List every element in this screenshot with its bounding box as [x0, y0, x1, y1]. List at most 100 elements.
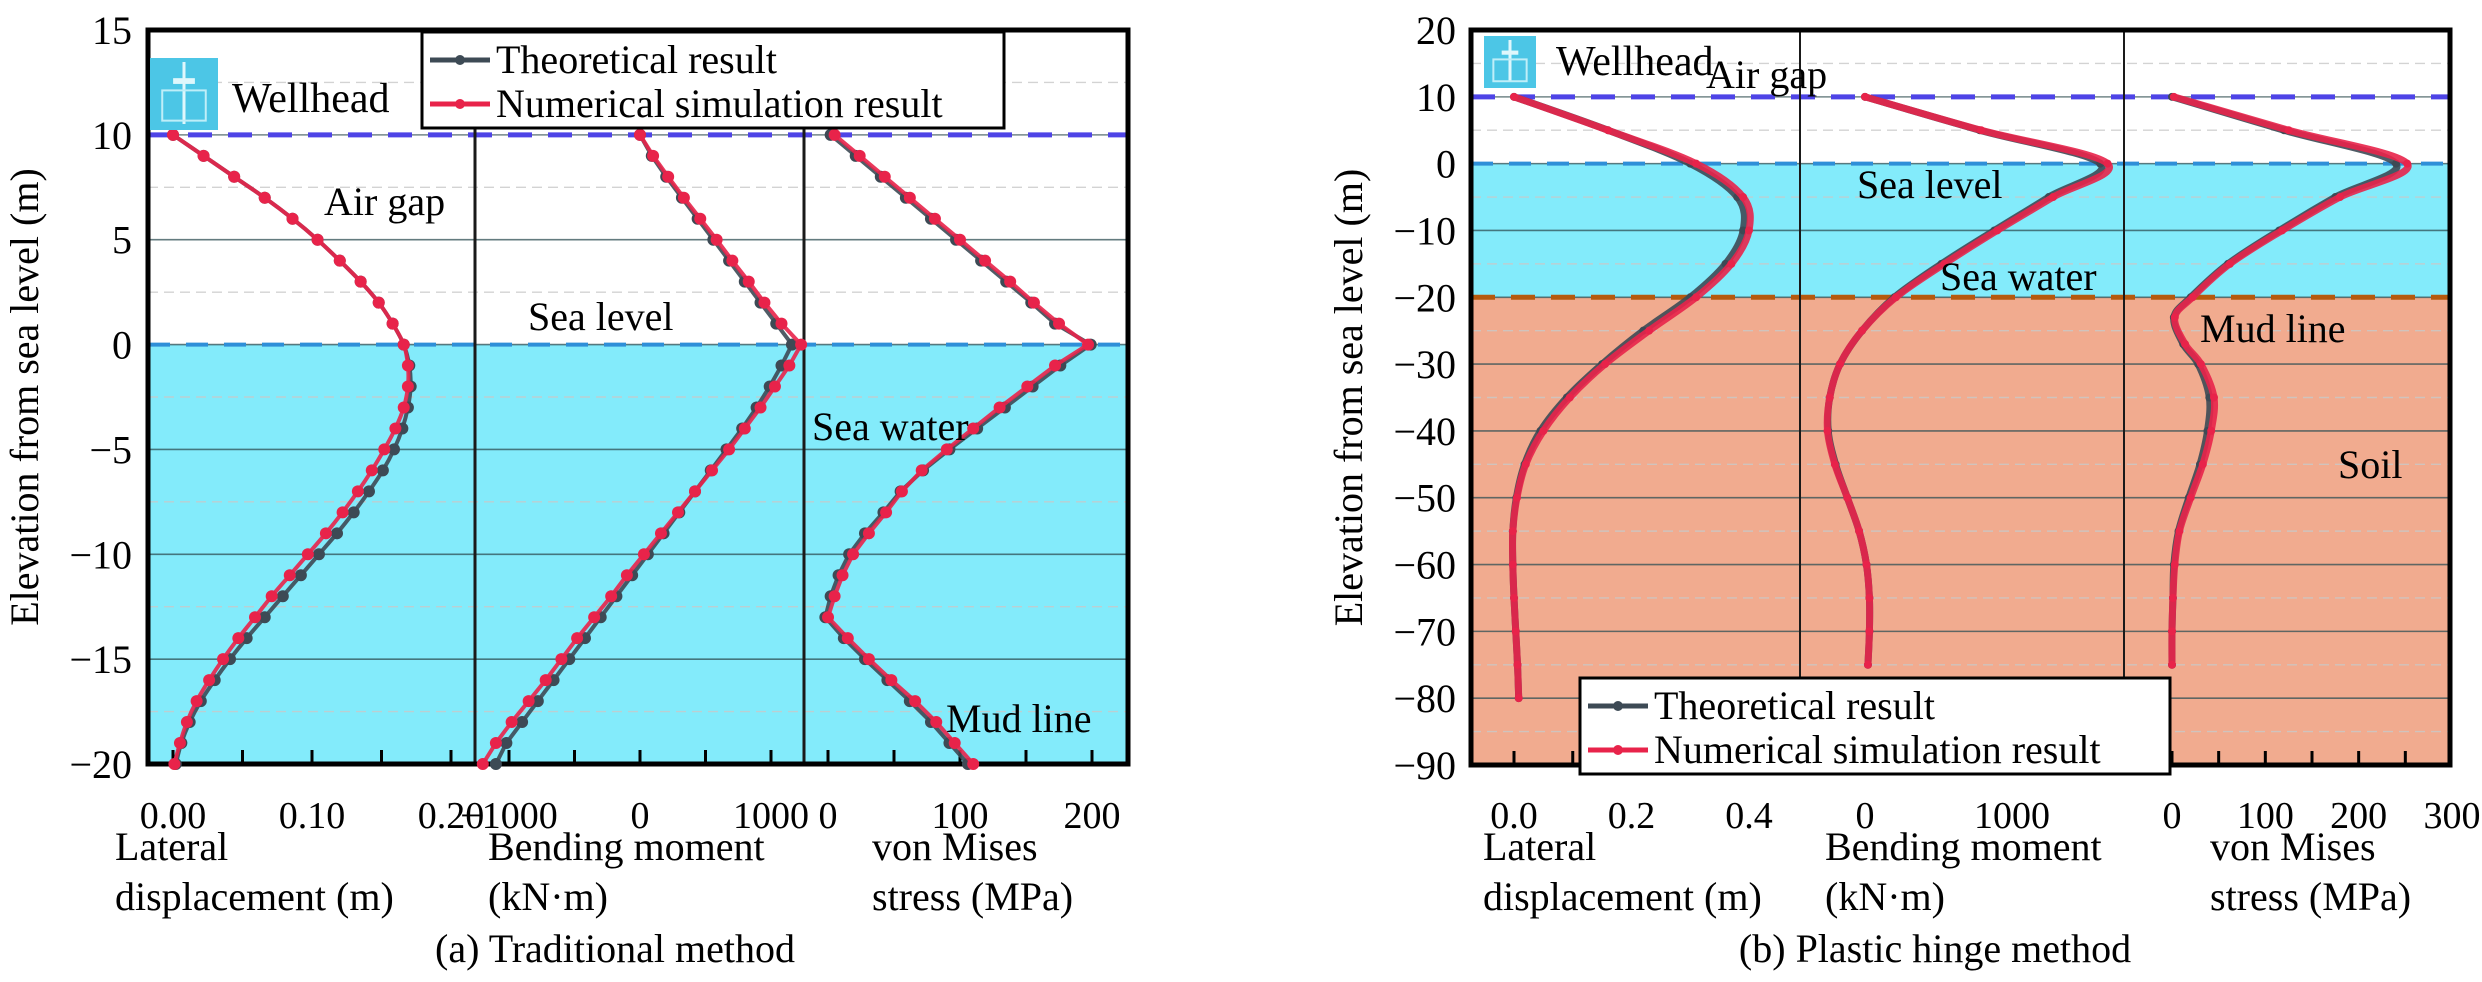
legend-marker	[455, 55, 465, 65]
data-point-numerical	[378, 443, 391, 456]
data-point-numerical	[768, 380, 781, 393]
y-tick-label: −15	[69, 637, 132, 682]
data-point-numerical	[967, 422, 980, 435]
data-point-numerical	[783, 359, 796, 372]
data-point-numerical	[476, 758, 489, 770]
data-point-numerical	[862, 527, 875, 540]
data-point-theoretical	[388, 443, 401, 456]
x-tick-label: 100	[2237, 795, 2294, 837]
plot-frame	[145, 27, 1131, 767]
x-axis-label-line2: stress (MPa)	[872, 874, 1073, 919]
data-point-numerical	[1836, 360, 1845, 369]
data-point-numerical	[909, 695, 922, 708]
panel-b: 20100−10−20−30−40−50−60−70−80−90Elevatio…	[1326, 8, 2481, 971]
y-tick-label: −5	[89, 427, 132, 472]
data-point-numerical	[1511, 627, 1520, 636]
legend-marker	[1613, 701, 1623, 711]
data-point-theoretical	[312, 548, 325, 561]
y-axis-title: Elevation from sea level (m)	[2, 168, 47, 626]
data-point-numerical	[1645, 326, 1654, 335]
data-point-numerical	[940, 443, 953, 456]
data-point-numerical	[1863, 660, 1872, 669]
data-point-numerical	[967, 758, 980, 770]
data-point-numerical	[168, 758, 181, 770]
data-point-theoretical	[294, 569, 307, 582]
data-point-numerical	[1862, 560, 1871, 569]
y-tick-label: 0	[1436, 142, 1456, 187]
data-point-numerical	[775, 317, 788, 330]
y-tick-label: −50	[1393, 476, 1456, 521]
x-axis-label-line2: (kN·m)	[488, 874, 608, 919]
x-axis-label-line1: Lateral	[115, 824, 228, 869]
y-tick-label: 15	[92, 8, 132, 53]
legend-label: Numerical simulation result	[1654, 727, 2101, 772]
data-point-numerical	[489, 737, 502, 750]
y-tick-label: −60	[1393, 543, 1456, 588]
data-point-numerical	[2284, 126, 2293, 135]
data-point-numerical	[885, 674, 898, 687]
data-point-numerical	[217, 653, 230, 666]
y-axis-title: Elevation from sea level (m)	[1326, 169, 1371, 627]
data-point-numerical	[203, 674, 216, 687]
y-tick-label: −20	[69, 742, 132, 787]
data-point-numerical	[828, 590, 841, 603]
data-point-numerical	[2168, 593, 2177, 602]
data-point-numerical	[723, 443, 736, 456]
data-point-numerical	[1053, 317, 1065, 330]
data-point-numerical	[2168, 627, 2176, 636]
data-point-numerical	[1512, 493, 1521, 502]
data-point-numerical	[634, 128, 646, 141]
y-tick-label: −30	[1393, 342, 1456, 387]
y-tick-label: −90	[1393, 743, 1456, 788]
data-point-theoretical	[516, 716, 529, 729]
data-point-numerical	[847, 548, 860, 561]
data-point-numerical	[354, 275, 367, 288]
data-point-numerical	[930, 716, 943, 729]
data-point-theoretical	[331, 527, 344, 540]
y-tick-label: −20	[1393, 275, 1456, 320]
annotation-mud-line: Mud line	[2200, 306, 2346, 351]
panel-caption: (a) Traditional method	[435, 926, 795, 971]
data-point-numerical	[836, 569, 849, 582]
x-tick-label: 0.0	[1490, 795, 1538, 837]
wellhead-icon	[1484, 36, 1536, 88]
data-point-theoretical	[500, 737, 513, 750]
data-point-numerical	[620, 569, 633, 582]
data-point-numerical	[1049, 359, 1062, 372]
data-point-numerical	[1539, 426, 1548, 435]
data-point-numerical	[1514, 694, 1523, 703]
data-point-numerical	[654, 527, 667, 540]
data-point-numerical	[1692, 293, 1701, 302]
data-point-numerical	[1508, 527, 1517, 536]
x-axis-label-line2: stress (MPa)	[2210, 874, 2411, 919]
data-point-numerical	[795, 338, 808, 351]
subplot-lateral-displacement: 0.0 0.2 0.4 Lateral displacement (m)	[1483, 92, 1773, 919]
data-point-numerical	[319, 527, 332, 540]
data-point-numerical	[249, 611, 262, 624]
wellhead-icon	[150, 58, 218, 130]
x-axis-label-line1: Lateral	[1483, 824, 1596, 869]
data-point-numerical	[1082, 338, 1095, 351]
data-point-numerical	[333, 254, 346, 267]
x-tick-label: 300	[2424, 795, 2481, 837]
data-point-numerical	[190, 695, 203, 708]
data-point-numerical	[1692, 159, 1701, 168]
x-axis-label-line2: (kN·m)	[1825, 874, 1945, 919]
data-point-numerical	[197, 149, 210, 162]
x-tick-label: 0	[819, 795, 838, 837]
x-tick-label: 1000	[733, 795, 809, 837]
data-point-numerical	[283, 569, 296, 582]
data-point-numerical	[588, 611, 601, 624]
data-point-numerical	[1830, 460, 1839, 469]
data-point-numerical	[754, 401, 767, 414]
data-point-numerical	[265, 590, 278, 603]
y-tick-label: −70	[1393, 609, 1456, 654]
data-point-numerical	[710, 233, 723, 246]
x-tick-label: 0.20	[418, 795, 485, 837]
data-point-numerical	[1510, 92, 1518, 101]
data-point-numerical	[1004, 275, 1017, 288]
annotation-soil: Soil	[2338, 442, 2402, 487]
